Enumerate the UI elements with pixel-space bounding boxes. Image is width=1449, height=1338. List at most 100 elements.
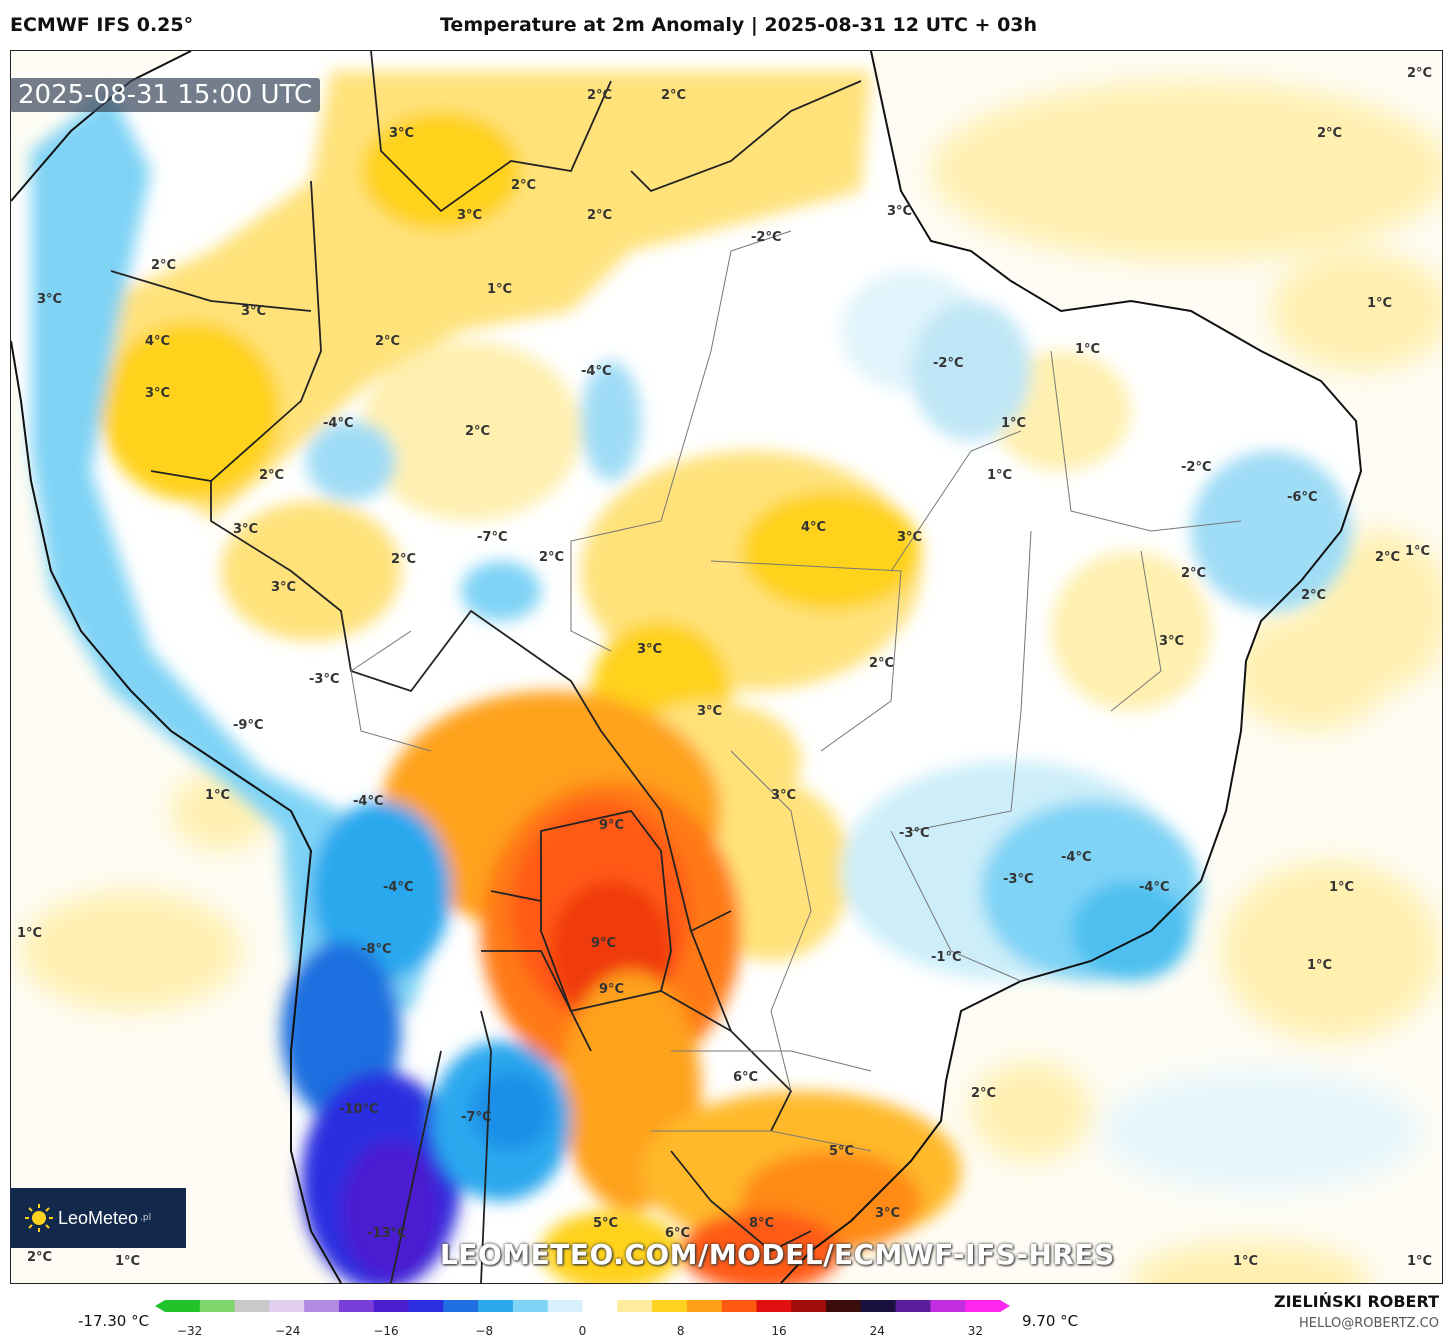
contour-label: -6°C <box>1287 490 1317 505</box>
contour-label: 2°C <box>1317 126 1342 141</box>
colorbar-tick-label: 32 <box>967 1324 984 1338</box>
contour-label: 3°C <box>241 304 266 319</box>
valid-time-stamp: 2025-08-31 15:00 UTC <box>10 78 321 112</box>
colorbar-segment <box>199 1300 236 1312</box>
colorbar-segment <box>373 1300 410 1312</box>
contour-label: 6°C <box>733 1070 758 1085</box>
contour-label: 1°C <box>1407 1254 1432 1269</box>
logo-name: LeoMeteo <box>58 1207 139 1228</box>
contour-label: -2°C <box>751 230 781 245</box>
contour-label: -10°C <box>339 1102 379 1117</box>
contour-label: 2°C <box>27 1250 52 1265</box>
colorbar <box>155 1300 1010 1312</box>
colorbar-segment <box>408 1300 444 1312</box>
contour-label: 1°C <box>1233 1254 1258 1269</box>
colorbar-segment <box>617 1300 653 1312</box>
contour-label: 3°C <box>271 580 296 595</box>
contour-label: 3°C <box>37 292 62 307</box>
colorbar-segment <box>512 1300 549 1312</box>
contour-label: 5°C <box>593 1216 618 1231</box>
contour-label: 1°C <box>1307 958 1332 973</box>
colorbar-segment <box>547 1300 583 1312</box>
contour-label: 3°C <box>887 204 912 219</box>
logo-suffix: .pl <box>140 1213 152 1223</box>
map-canvas: 3°C 3°C 2°C 2°C 2°C 2°C 3°C 2°C -2°C 1°C… <box>11 51 1442 1283</box>
contour-label: -9°C <box>233 718 263 733</box>
author-email: HELLO@ROBERTZ.CO <box>1298 1316 1439 1331</box>
contour-label: 3°C <box>145 386 170 401</box>
colorbar-tick-label: 8 <box>676 1324 685 1338</box>
colorbar-min-label: -17.30 °C <box>78 1312 150 1330</box>
contour-label: -4°C <box>383 880 413 895</box>
contour-label: 3°C <box>457 208 482 223</box>
contour-label: -8°C <box>361 942 391 957</box>
contour-label: 1°C <box>115 1254 140 1269</box>
contour-label: -13°C <box>367 1226 407 1241</box>
contour-label: 2°C <box>511 178 536 193</box>
land-anomaly-fields <box>31 71 1351 1283</box>
colorbar-segment <box>791 1300 827 1312</box>
state-borders <box>350 230 1242 1152</box>
contour-label: -4°C <box>581 364 611 379</box>
contour-label: 4°C <box>145 334 170 349</box>
ocean-anomaly-patches <box>21 81 1442 1283</box>
author-name: ZIELIŃSKI ROBERT <box>1273 1292 1439 1311</box>
leometeo-logo[interactable]: LeoMeteo .pl <box>10 1188 186 1248</box>
contour-label: 5°C <box>829 1144 854 1159</box>
header: ECMWF IFS 0.25° Temperature at 2m Anomal… <box>0 0 1449 48</box>
contour-label: 2°C <box>259 468 284 483</box>
contour-label: -1°C <box>931 950 961 965</box>
contour-label: 3°C <box>897 530 922 545</box>
contour-label: 6°C <box>665 1226 690 1241</box>
colorbar-segment <box>269 1300 305 1312</box>
contour-label: 1°C <box>1329 880 1354 895</box>
country-borders <box>110 51 862 1283</box>
contour-label: 1°C <box>1001 416 1026 431</box>
contour-label: 9°C <box>599 818 624 833</box>
colorbar-segment <box>895 1300 931 1312</box>
contour-labels: 3°C 3°C 2°C 2°C 2°C 2°C 3°C 2°C -2°C 1°C… <box>17 66 1432 1269</box>
colorbar-segment <box>234 1300 270 1312</box>
contour-label: 2°C <box>587 208 612 223</box>
contour-label: 9°C <box>599 982 624 997</box>
colorbar-tick-label: −32 <box>176 1324 203 1338</box>
contour-label: 2°C <box>661 88 686 103</box>
map-title: Temperature at 2m Anomaly | 2025-08-31 1… <box>440 14 1038 36</box>
contour-label: 2°C <box>1407 66 1432 81</box>
model-name: ECMWF IFS 0.25° <box>10 14 194 36</box>
contour-label: -4°C <box>1061 850 1091 865</box>
colorbar-tick-label: 16 <box>771 1324 787 1338</box>
contour-label: -4°C <box>1139 880 1169 895</box>
contour-label: 4°C <box>801 520 826 535</box>
contour-label: -7°C <box>461 1110 491 1125</box>
watermark-url: LEOMETEO.COM/MODEL/ECMWF-IFS-HRES <box>440 1238 1115 1271</box>
contour-label: -2°C <box>933 356 963 371</box>
contour-label: -3°C <box>899 826 929 841</box>
colorbar-arrow-high <box>1000 1300 1010 1312</box>
colorbar-segment <box>165 1300 201 1312</box>
contour-label: 2°C <box>375 334 400 349</box>
contour-label: 1°C <box>1405 544 1430 559</box>
colorbar-max-label: 9.70 °C <box>1022 1312 1079 1330</box>
colorbar-segment <box>930 1300 966 1312</box>
contour-label: 1°C <box>987 468 1012 483</box>
anomaly-map[interactable]: 3°C 3°C 2°C 2°C 2°C 2°C 3°C 2°C -2°C 1°C… <box>10 50 1443 1284</box>
colorbar-tick-label: −24 <box>275 1324 301 1338</box>
contour-label: 2°C <box>151 258 176 273</box>
contour-label: -2°C <box>1181 460 1211 475</box>
contour-label: 1°C <box>1367 296 1392 311</box>
contour-label: 3°C <box>771 788 796 803</box>
contour-label: 1°C <box>17 926 42 941</box>
colorbar-tick-label: −16 <box>373 1324 399 1338</box>
contour-label: 8°C <box>749 1216 774 1231</box>
contour-label: 3°C <box>389 126 414 141</box>
contour-label: -4°C <box>323 416 353 431</box>
colorbar-segment <box>652 1300 688 1312</box>
contour-label: -3°C <box>309 672 339 687</box>
colorbar-tick-label: 24 <box>869 1324 885 1338</box>
contour-label: 2°C <box>587 88 612 103</box>
colorbar-segment <box>304 1300 340 1312</box>
colorbar-segment <box>443 1300 479 1312</box>
contour-label: 2°C <box>465 424 490 439</box>
colorbar-tick-label: −8 <box>475 1324 494 1338</box>
